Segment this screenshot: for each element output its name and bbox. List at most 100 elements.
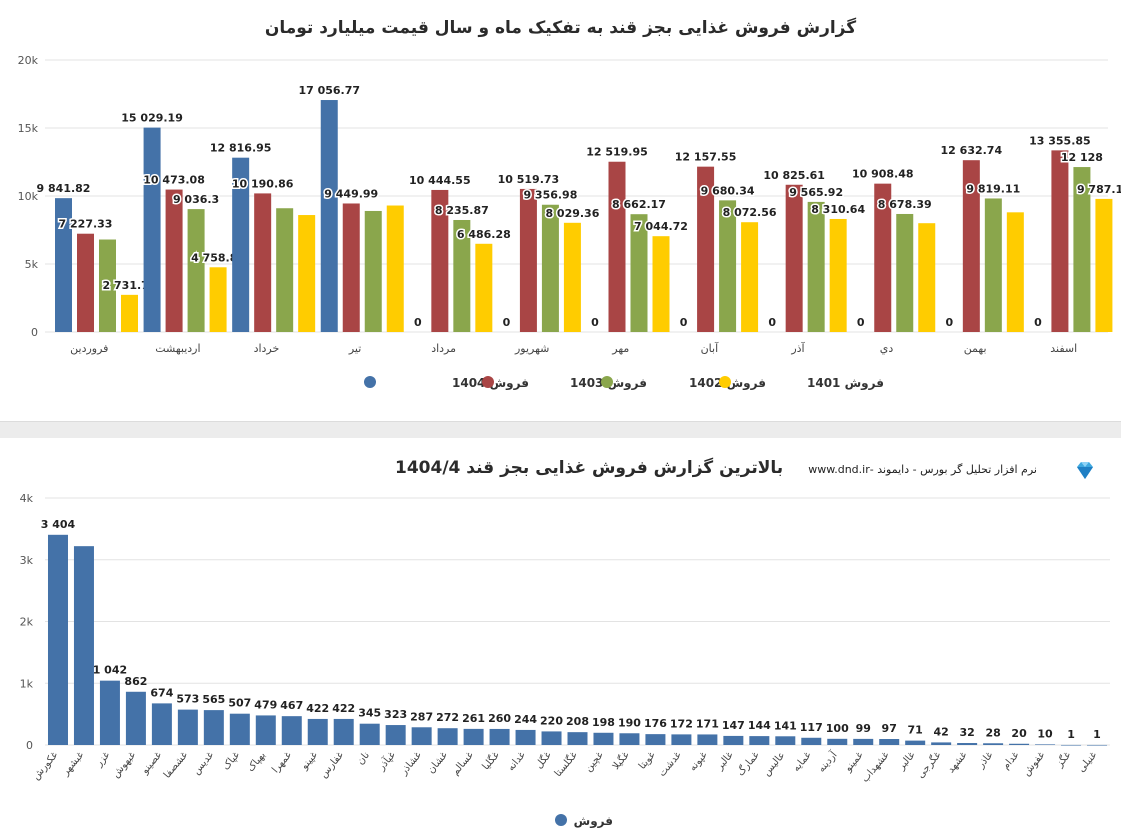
x-tick-label: غگرجی: [914, 749, 943, 780]
x-tick-label: غدیس: [191, 750, 216, 777]
data-label: 176: [644, 717, 667, 730]
data-label: 0: [414, 316, 422, 329]
bar: [1006, 212, 1024, 332]
bar: [1073, 167, 1091, 332]
data-label: 190: [618, 716, 641, 729]
x-tick-label: مرداد: [431, 342, 456, 355]
data-label: 8 072.56: [723, 206, 777, 219]
data-label: 99: [856, 722, 871, 735]
bar: [619, 733, 640, 745]
data-label: 507: [228, 697, 251, 710]
data-label: 260: [488, 712, 511, 725]
bar: [187, 209, 205, 332]
x-tick-label: اسفند: [1050, 342, 1077, 355]
x-tick-label: غپونه: [687, 750, 709, 774]
y-tick-label: 4k: [20, 492, 34, 505]
data-label: 272: [436, 711, 459, 724]
x-tick-label: فروردین: [70, 342, 108, 355]
data-label: 147: [722, 719, 745, 732]
bar: [77, 233, 94, 332]
bar: [151, 703, 172, 745]
bar: [827, 738, 848, 745]
data-label: 0: [680, 316, 688, 329]
data-label: 10 190.86: [232, 177, 294, 190]
bar: [209, 267, 227, 332]
x-tick-label: غاذر: [975, 750, 995, 771]
bar: [475, 243, 493, 332]
bar: [879, 739, 900, 745]
bar: [652, 236, 670, 332]
data-label: 117: [800, 721, 823, 734]
x-tick-label: بهپاک: [245, 750, 268, 774]
bar: [962, 160, 980, 332]
legend-marker: [555, 814, 567, 826]
data-label: 0: [857, 316, 865, 329]
x-tick-label: غپاک: [221, 750, 242, 773]
bar: [957, 743, 978, 745]
bar: [905, 740, 926, 745]
data-label: 9 819.11: [966, 182, 1020, 195]
x-tick-label: غگلستا: [552, 749, 580, 779]
bar: [719, 200, 737, 332]
x-tick-label: غمایه: [791, 750, 814, 774]
data-label: 0: [946, 316, 954, 329]
data-label: 9 680.34: [701, 184, 755, 197]
data-label: 12 632.74: [941, 144, 1003, 157]
bar: [741, 222, 759, 332]
data-label: 144: [748, 719, 771, 732]
x-tick-label: غفارس: [318, 750, 346, 780]
x-tick-label: غبشهر: [60, 750, 87, 779]
bar: [874, 183, 892, 332]
x-tick-label: غپآذر: [374, 749, 398, 774]
bar: [55, 198, 72, 332]
bar: [1051, 150, 1069, 332]
data-label: 244: [514, 713, 537, 726]
data-label: 0: [503, 316, 511, 329]
x-tick-label: شهریور: [514, 342, 549, 355]
x-tick-label: مهر: [611, 342, 629, 355]
x-tick-label: اردیبهشت: [155, 342, 200, 355]
data-label: 1 042: [93, 664, 127, 677]
data-label: 345: [358, 707, 381, 720]
data-label: 9 841.82: [37, 182, 91, 195]
data-label: 674: [150, 686, 173, 699]
bar: [177, 709, 198, 745]
x-tick-label: غشاذر: [398, 750, 424, 778]
legend-marker: [601, 376, 613, 388]
x-tick-label: غالبر: [896, 750, 918, 773]
bar: [232, 157, 250, 332]
data-label: 9 565.92: [789, 186, 843, 199]
data-label: 97: [882, 722, 897, 735]
diamond-logo-icon: [1077, 462, 1093, 479]
data-label: 862: [124, 675, 147, 688]
data-label: 171: [696, 717, 719, 730]
x-tick-label: آردینه: [815, 748, 841, 775]
data-label: 20: [1011, 727, 1027, 740]
x-tick-label: غالبر: [714, 750, 736, 773]
bar: [801, 737, 822, 745]
x-tick-label: غصینو: [139, 750, 164, 777]
y-tick-label: 5k: [25, 258, 39, 271]
bar: [385, 725, 406, 745]
bar: [281, 716, 302, 745]
bar: [1095, 198, 1113, 332]
legend-marker: [364, 376, 376, 388]
data-label: 10 908.48: [852, 168, 914, 181]
bar: [165, 189, 183, 332]
x-tick-label: غشصفا: [162, 750, 190, 781]
x-tick-label: غشهداب: [860, 750, 892, 785]
y-tick-label: 0: [26, 739, 33, 752]
bar: [431, 189, 449, 332]
top-sales-chart: 0 1k 2k 3k 4k 3 404 غکورش غبشهر 1 042 غزر 862 غبهوش…: [20, 492, 1110, 829]
data-label: 9 449.99: [324, 187, 378, 200]
bar: [359, 723, 380, 745]
bar: [775, 736, 796, 745]
bar: [829, 218, 847, 332]
data-label: 12 157.55: [675, 151, 737, 164]
data-label: 12 519.95: [586, 146, 648, 159]
bar: [143, 127, 161, 332]
bar: [411, 727, 432, 745]
bar: [489, 728, 510, 745]
data-label: 9 787.13: [1077, 183, 1121, 196]
x-tick-label: غگیلا: [610, 749, 632, 772]
